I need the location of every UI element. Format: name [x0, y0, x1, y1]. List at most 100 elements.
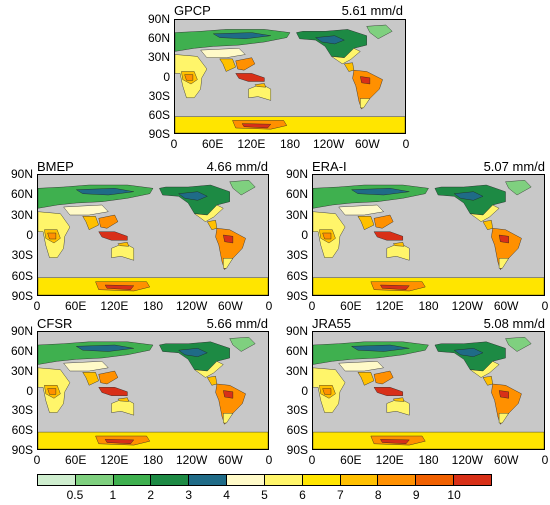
- land-region: [229, 180, 256, 196]
- land-region: [104, 284, 135, 290]
- lat-tick-label: 0: [163, 69, 170, 84]
- panel-mean: 5.08 mm/d: [483, 316, 545, 331]
- land-region: [373, 231, 404, 241]
- land-region: [178, 191, 208, 201]
- land-region: [178, 348, 208, 357]
- map-bmep: [37, 174, 269, 296]
- land-region: [47, 232, 57, 240]
- land-region: [322, 388, 332, 395]
- colorbar-swatch: [302, 475, 341, 485]
- land-region: [392, 397, 405, 402]
- land-region: [315, 35, 345, 45]
- colorbar-swatch: [151, 475, 190, 485]
- lat-tick-label: 30S: [11, 248, 33, 263]
- panel-title: CFSR: [37, 316, 73, 331]
- panel-mean: 5.66 mm/d: [206, 316, 268, 331]
- colorbar-swatch: [340, 475, 379, 485]
- colorbar-swatch: [264, 475, 303, 485]
- colorbar-tick-label: 0.5: [66, 488, 84, 502]
- land-region: [373, 387, 404, 396]
- lat-tick-label: 60S: [286, 423, 308, 438]
- land-region: [200, 48, 246, 58]
- land-region: [338, 361, 385, 372]
- colorbar-swatch: [189, 475, 228, 485]
- precip-map-svg: [313, 175, 544, 295]
- lon-tick-label: 0: [541, 453, 549, 467]
- land-region: [98, 370, 119, 385]
- land-region: [98, 214, 119, 229]
- land-region: [229, 336, 256, 352]
- lat-tick-label: 60N: [285, 343, 308, 358]
- land-region: [338, 204, 385, 216]
- lon-tick-label: 120W: [451, 299, 484, 313]
- colorbar-tick-label: 6: [299, 488, 306, 502]
- lat-tick-label: 90N: [285, 324, 308, 338]
- land-region: [75, 188, 134, 196]
- lat-tick-label: 30S: [286, 248, 308, 263]
- lat-tick-label: 30N: [10, 363, 33, 378]
- land-region: [98, 231, 128, 241]
- land-region: [184, 74, 194, 81]
- lat-tick-label: 90S: [11, 443, 33, 457]
- colorbar-swatch: [75, 475, 114, 485]
- land-region: [175, 116, 405, 133]
- lon-tick-label: 120W: [175, 453, 208, 467]
- land-region: [366, 24, 393, 40]
- panel-title: BMEP: [37, 159, 74, 174]
- land-region: [392, 242, 405, 247]
- lat-tick-label: 60N: [10, 343, 33, 358]
- land-region: [498, 413, 510, 424]
- lon-tick-label: 120E: [237, 137, 266, 151]
- colorbar-swatch: [378, 475, 417, 485]
- lat-tick-label: 90S: [286, 443, 308, 457]
- lat-tick-label: 60N: [10, 187, 33, 202]
- land-region: [82, 372, 99, 386]
- land-region: [219, 58, 236, 72]
- lat-tick-label: 30N: [285, 363, 308, 378]
- lon-tick-label: 180: [279, 137, 301, 151]
- lon-tick-label: 60E: [340, 299, 362, 313]
- panel-title: GPCP: [174, 3, 211, 18]
- lon-tick-label: 0: [308, 299, 316, 313]
- colorbar-swatch: [416, 475, 455, 485]
- land-region: [469, 361, 500, 378]
- precip-map-svg: [38, 332, 268, 449]
- lat-tick-label: 30S: [286, 403, 308, 418]
- lon-tick-label: 60E: [64, 453, 87, 467]
- lat-tick-label: 30N: [147, 50, 170, 65]
- land-region: [469, 204, 500, 222]
- lon-tick-label: 180: [142, 299, 164, 313]
- colorbar-swatch: [227, 475, 265, 485]
- lat-tick-label: 90N: [10, 167, 33, 181]
- land-region: [212, 32, 271, 40]
- lat-tick-label: 0: [301, 383, 308, 398]
- lon-tick-label: 60W: [354, 137, 380, 151]
- land-region: [357, 372, 375, 386]
- land-region: [498, 258, 510, 269]
- precip-map-svg: [313, 332, 544, 449]
- lat-tick-label: 60S: [11, 268, 33, 283]
- lon-tick-label: 0: [265, 299, 273, 313]
- land-region: [373, 214, 394, 229]
- lon-tick-label: 60W: [493, 299, 519, 313]
- colorbar-tick-label: 1: [109, 488, 117, 502]
- map-jra55: [312, 331, 545, 450]
- colorbar-tick-label: 2: [147, 488, 155, 502]
- land-region: [350, 188, 410, 196]
- lon-tick-label: 0: [402, 137, 410, 151]
- colorbar-tick-label: 9: [412, 488, 420, 502]
- colorbar-tick-label: 8: [374, 488, 382, 502]
- lon-tick-label: 0: [265, 453, 273, 467]
- lat-tick-label: 90S: [148, 127, 170, 141]
- colorbar-tick-label: 3: [185, 488, 192, 502]
- lon-tick-label: 0: [33, 453, 41, 467]
- lon-tick-label: 120E: [100, 299, 129, 313]
- land-region: [38, 431, 268, 449]
- precip-map-svg: [175, 20, 405, 133]
- colorbar-swatch: [38, 475, 76, 485]
- land-region: [313, 277, 544, 295]
- land-region: [241, 123, 272, 129]
- land-region: [235, 57, 256, 71]
- land-region: [223, 258, 234, 269]
- panel-mean: 5.61 mm/d: [341, 3, 403, 18]
